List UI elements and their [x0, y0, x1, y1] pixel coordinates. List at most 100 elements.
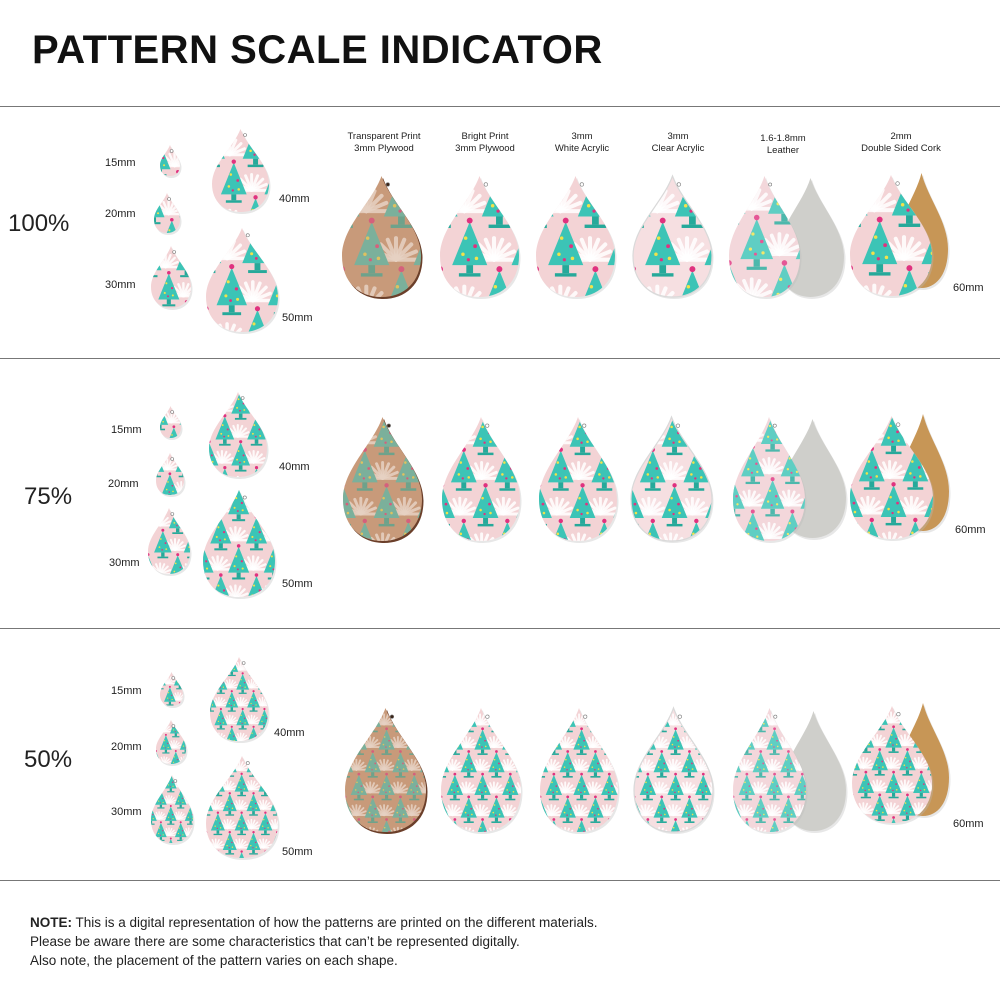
teardrop-sample — [156, 720, 188, 766]
material-header: 3mm White Acrylic — [554, 131, 610, 154]
size-label: 30mm — [111, 806, 142, 818]
teardrop-sample — [156, 453, 186, 497]
teardrop-sample — [210, 657, 270, 743]
teardrop-shape — [633, 706, 715, 834]
teardrop-shape — [539, 417, 619, 543]
teardrop-shape — [160, 145, 182, 178]
size-label: 30mm — [109, 557, 140, 569]
teardrop-bright-plywood — [440, 176, 521, 299]
teardrop-cork — [850, 416, 935, 541]
teardrop-shape — [151, 775, 195, 845]
teardrop-shape — [630, 415, 714, 543]
teardrop-sample — [203, 490, 277, 599]
material-header: Transparent Print 3mm Plywood — [347, 131, 421, 154]
size-label: 60mm — [953, 282, 984, 294]
teardrop-leather — [729, 176, 802, 299]
teardrop-transparent-plywood — [345, 708, 428, 834]
size-label: 40mm — [279, 461, 310, 473]
teardrop-shape — [536, 176, 617, 299]
teardrop-bright-plywood — [442, 417, 522, 543]
size-label: 60mm — [955, 524, 986, 536]
teardrop-cork — [850, 175, 934, 298]
teardrop-shape — [345, 708, 428, 834]
divider — [0, 358, 1000, 359]
teardrop-shape — [156, 720, 188, 766]
divider — [0, 880, 1000, 881]
size-label: 15mm — [105, 157, 136, 169]
teardrop-shape — [206, 756, 280, 860]
teardrop-shape — [156, 453, 186, 497]
teardrop-shape — [206, 228, 280, 334]
teardrop-leather — [733, 708, 808, 834]
teardrop-shape — [441, 708, 523, 834]
divider — [0, 106, 1000, 107]
teardrop-sample — [212, 129, 271, 214]
teardrop-sample — [206, 756, 280, 860]
teardrop-shape — [343, 417, 424, 543]
teardrop-sample — [151, 246, 193, 310]
teardrop-cork — [852, 706, 934, 825]
teardrop-shape — [733, 417, 807, 543]
teardrop-bright-plywood — [441, 708, 523, 834]
material-header: Bright Print 3mm Plywood — [455, 131, 515, 154]
teardrop-shape — [632, 174, 714, 299]
teardrop-clear-acrylic — [632, 174, 714, 299]
note-text: NOTE: This is a digital representation o… — [30, 915, 598, 968]
teardrop-shape — [440, 176, 521, 299]
size-label: 15mm — [111, 685, 142, 697]
scale-label: 100% — [8, 210, 70, 237]
teardrop-sample — [151, 775, 195, 845]
teardrop-shape — [540, 708, 620, 834]
teardrop-white-acrylic — [539, 417, 619, 543]
teardrop-shape — [852, 706, 934, 825]
material-header: 2mm Double Sided Cork — [861, 131, 941, 154]
teardrop-shape — [850, 175, 934, 298]
teardrop-shape — [212, 129, 271, 214]
teardrop-shape — [203, 490, 277, 599]
material-header: 3mm Clear Acrylic — [651, 131, 705, 154]
size-label: 20mm — [105, 208, 136, 220]
teardrop-clear-acrylic — [630, 415, 714, 543]
size-label: 15mm — [111, 424, 142, 436]
size-label: 20mm — [108, 478, 139, 490]
teardrop-shape — [850, 416, 935, 541]
size-label: 40mm — [279, 193, 310, 205]
teardrop-leather — [733, 417, 807, 543]
teardrop-sample — [160, 145, 182, 178]
teardrop-shape — [729, 176, 802, 299]
teardrop-shape — [154, 193, 182, 235]
size-label: 60mm — [953, 818, 984, 830]
teardrop-sample — [148, 508, 192, 576]
teardrop-shape — [733, 708, 808, 834]
teardrop-shape — [160, 406, 183, 440]
size-label: 50mm — [282, 578, 313, 590]
teardrop-shape — [210, 657, 270, 743]
teardrop-clear-acrylic — [633, 706, 715, 834]
teardrop-transparent-plywood — [343, 417, 424, 543]
scale-label: 50% — [24, 746, 73, 773]
size-label: 30mm — [105, 279, 136, 291]
teardrop-shape — [442, 417, 522, 543]
teardrop-sample — [206, 228, 280, 334]
teardrop-shape — [160, 672, 185, 708]
size-label: 20mm — [111, 741, 142, 753]
size-label: 50mm — [282, 312, 313, 324]
teardrop-shape — [151, 246, 193, 310]
teardrop-shape — [148, 508, 192, 576]
teardrop-shape — [209, 392, 269, 479]
size-label: 50mm — [282, 846, 313, 858]
teardrop-transparent-plywood — [342, 176, 423, 299]
teardrop-shape — [342, 176, 423, 299]
material-header: 1.6-1.8mm Leather — [760, 133, 806, 156]
scale-label: 75% — [24, 483, 73, 510]
teardrop-sample — [154, 193, 182, 235]
teardrop-white-acrylic — [540, 708, 620, 834]
divider — [0, 628, 1000, 629]
teardrop-white-acrylic — [536, 176, 617, 299]
teardrop-sample — [160, 406, 183, 440]
teardrop-sample — [209, 392, 269, 479]
page-title: PATTERN SCALE INDICATOR — [32, 28, 603, 72]
note-label: NOTE: — [30, 915, 72, 930]
size-label: 40mm — [274, 727, 305, 739]
teardrop-sample — [160, 672, 185, 708]
